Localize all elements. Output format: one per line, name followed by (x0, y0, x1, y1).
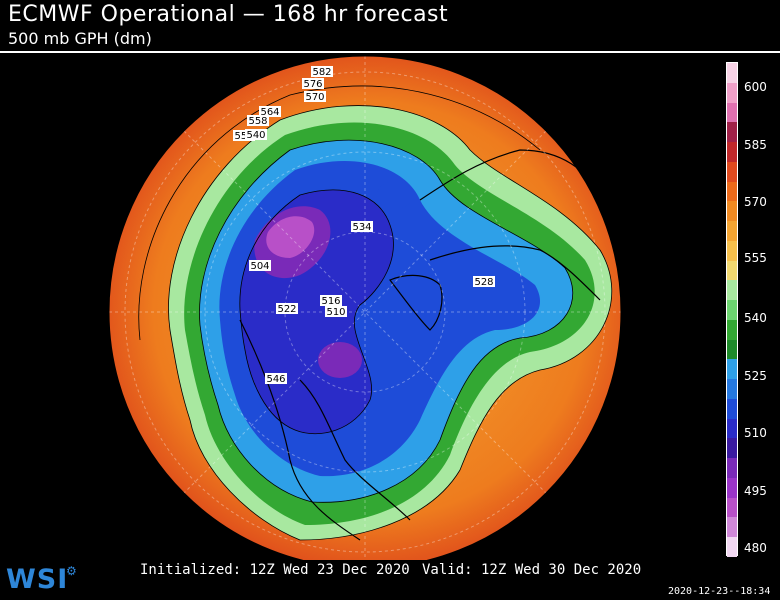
map-disk-border (108, 55, 622, 560)
low-center-greenland (377, 181, 413, 209)
map-subtitle: 500 mb GPH (dm) (8, 29, 152, 48)
contour-label: 528 (474, 277, 493, 288)
colorbar-swatch (727, 458, 737, 479)
contour-label-box (311, 66, 333, 77)
colorbar-swatch (727, 240, 737, 262)
colorbar-tick-label: 510 (744, 426, 767, 440)
valid-time: Valid: 12Z Wed 30 Dec 2020 (422, 562, 642, 578)
colorbar-tick-label: 600 (744, 80, 767, 94)
graticule (109, 56, 621, 560)
colorbar (726, 62, 738, 558)
contour-label-box (265, 373, 287, 384)
contour-label-box (259, 106, 281, 117)
contour-label: 570 (305, 92, 324, 103)
contour-label-box (245, 129, 267, 140)
contour-label-box (320, 295, 342, 306)
colorbar-tick-label: 480 (744, 541, 767, 555)
colorbar-swatch (727, 221, 737, 242)
colorbar-swatch (727, 319, 737, 341)
colorbar-swatch (727, 181, 737, 202)
contour-label-box (325, 306, 347, 317)
contour-label: 582 (312, 67, 331, 78)
colorbar-swatch (727, 300, 737, 321)
contour-label: 552 (234, 131, 253, 142)
colorbar-tick-label: 555 (744, 251, 767, 265)
colorbar-swatch (727, 142, 737, 163)
colorbar-swatch (727, 161, 737, 183)
wsi-logo: WSI (6, 564, 69, 595)
contour-label: 540 (246, 130, 265, 141)
colorbar-swatch (727, 63, 737, 84)
contour-label: 510 (326, 307, 345, 318)
colorbar-swatch (727, 537, 737, 558)
colorbar-swatch (727, 102, 737, 123)
low-center-hudson (318, 342, 362, 378)
contour-label-box (473, 276, 495, 287)
contour-label-box (233, 130, 255, 141)
colorbar-swatch (727, 477, 737, 499)
contour-label: 504 (250, 261, 269, 272)
contour-label-box (276, 303, 298, 314)
coastline-north-america (239, 319, 411, 541)
colorbar-swatch (727, 201, 737, 222)
colorbar-swatch (727, 359, 737, 380)
colorbar-swatch (727, 260, 737, 281)
colorbar-swatch (727, 379, 737, 400)
colorbar-swatch (727, 438, 737, 459)
colorbar-swatch (727, 339, 737, 360)
colorbar-swatch (727, 398, 737, 420)
colorbar-swatch (727, 418, 737, 439)
contour-label: 546 (266, 374, 285, 385)
colorbar-tick-label: 525 (744, 369, 767, 383)
colorbar-swatch (727, 280, 737, 301)
colorbar-swatch (727, 82, 737, 103)
contour-label-box (247, 115, 269, 126)
contour-label: 522 (277, 304, 296, 315)
header-divider (0, 51, 780, 53)
contour-label: 534 (352, 222, 371, 233)
render-timestamp: 2020-12-23--18:34 (668, 586, 771, 597)
contour-band-498 (266, 216, 315, 258)
contour-label-box (302, 78, 324, 89)
contour-label-box (304, 91, 326, 102)
colorbar-swatch (727, 497, 737, 518)
map-title: ECMWF Operational — 168 hr forecast (8, 2, 449, 27)
contour-label: 564 (260, 107, 279, 118)
contour-label-box (351, 221, 373, 232)
contour-label-box (249, 260, 271, 271)
contour-label: 558 (248, 116, 267, 127)
colorbar-tick-label: 585 (744, 138, 767, 152)
wsi-logo-mark-icon: ⚙ (66, 564, 77, 578)
colorbar-tick-label: 570 (744, 195, 767, 209)
colorbar-swatch (727, 122, 737, 143)
contour-label: 516 (321, 296, 340, 307)
colorbar-tick-label: 540 (744, 311, 767, 325)
initialized-time: Initialized: 12Z Wed 23 Dec 2020 (140, 562, 410, 578)
colorbar-tick-label: 495 (744, 484, 767, 498)
contour-label: 576 (303, 79, 322, 90)
coastline-greenland (389, 274, 443, 331)
colorbar-swatch (727, 517, 737, 538)
height-contours (138, 85, 613, 541)
